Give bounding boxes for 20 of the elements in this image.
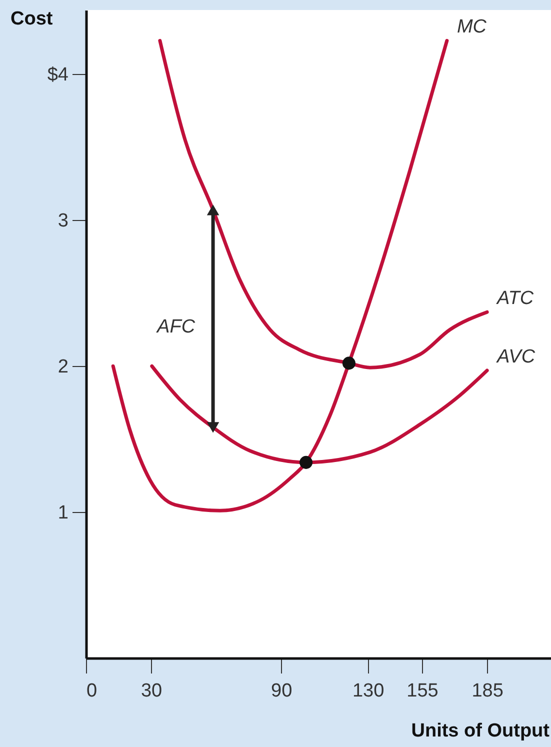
series-label: AVC [496,346,536,368]
series-label: MC [456,16,487,38]
x-tick-label: 185 [472,680,504,702]
y-tick-label: 3 [58,210,68,232]
series-label: AFC [156,316,196,338]
x-tick-label: 30 [140,680,162,702]
x-tick-label: 0 [86,680,98,702]
x-axis-title: Units of Output [411,720,550,742]
x-tick-label: 90 [271,680,292,702]
y-tick-label: $4 [47,64,69,86]
line-series [158,38,489,370]
line-series [111,38,449,512]
y-axis-title: Cost [10,8,54,30]
point [300,456,313,469]
series-label: ATC [496,288,534,310]
x-tick-label: 130 [352,680,384,702]
y-tick-label: 1 [58,502,68,524]
x-tick-label: 155 [406,680,438,702]
y-tick-label: 2 [58,356,68,378]
point [342,356,356,370]
